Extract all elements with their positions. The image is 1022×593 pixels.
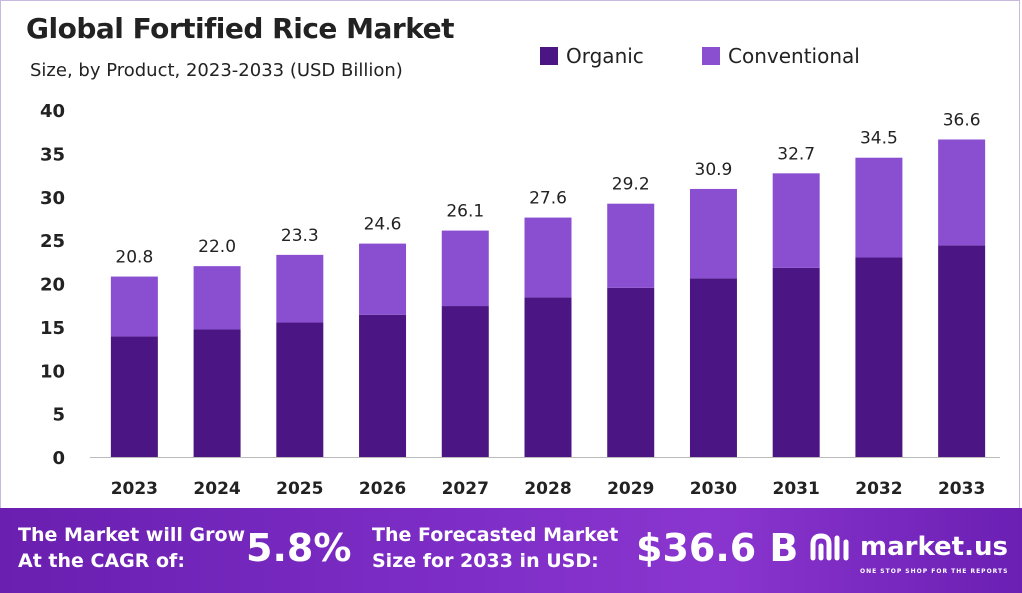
cagr-label-line2: At the CAGR of: xyxy=(18,550,185,572)
x-tick-label-2030: 2030 xyxy=(690,479,737,499)
data-label-total-2025: 23.3 xyxy=(281,226,319,246)
cagr-label-line1: The Market will Grow xyxy=(18,524,246,546)
bar-organic-2031 xyxy=(772,267,820,457)
bar-organic-2028 xyxy=(524,297,572,457)
legend-label-organic: Organic xyxy=(566,44,644,68)
bar-conventional-2027 xyxy=(441,230,489,307)
cagr-label: The Market will Grow At the CAGR of: xyxy=(18,522,248,574)
data-label-total-2024: 22.0 xyxy=(198,237,236,257)
bar-conventional-2031 xyxy=(772,173,820,268)
data-label-total-2029: 29.2 xyxy=(612,175,650,195)
chart-title: Global Fortified Rice Market xyxy=(26,12,454,45)
y-tick-label: 5 xyxy=(52,405,65,426)
x-tick-label-2026: 2026 xyxy=(359,479,406,499)
bar-conventional-2032 xyxy=(855,157,903,258)
bar-organic-2030 xyxy=(689,278,737,457)
x-tick-label-2024: 2024 xyxy=(193,479,240,499)
bar-conventional-2023 xyxy=(110,276,158,337)
legend-swatch-conventional xyxy=(702,47,720,65)
bar-organic-2025 xyxy=(276,322,324,457)
data-label-total-2031: 32.7 xyxy=(777,144,815,164)
data-label-total-2027: 26.1 xyxy=(446,202,484,222)
y-tick-label: 25 xyxy=(40,231,65,252)
forecast-label-line1: The Forecasted Market xyxy=(372,524,619,546)
bar-organic-2033 xyxy=(938,245,986,457)
brand: market.us xyxy=(810,532,1008,562)
forecast-value: $36.6 B xyxy=(636,526,799,570)
brand-name: market.us xyxy=(860,532,1008,562)
x-tick-label-2029: 2029 xyxy=(607,479,654,499)
data-label-total-2028: 27.6 xyxy=(529,189,567,209)
x-tick-label-2032: 2032 xyxy=(855,479,902,499)
market-us-logo-icon xyxy=(810,533,849,561)
forecast-label-line2: Size for 2033 in USD: xyxy=(372,550,599,572)
bar-conventional-2033 xyxy=(938,139,986,246)
legend-swatch-organic xyxy=(540,47,558,65)
bar-chart: 051015202530354020.8202322.0202423.32025… xyxy=(40,101,1000,499)
bar-conventional-2025 xyxy=(276,254,324,323)
forecast-label: The Forecasted Market Size for 2033 in U… xyxy=(372,522,632,574)
bar-organic-2024 xyxy=(193,329,241,457)
y-tick-label: 40 xyxy=(40,101,65,122)
bar-conventional-2029 xyxy=(607,203,655,288)
chart-frame xyxy=(0,0,1020,508)
x-tick-label-2023: 2023 xyxy=(111,479,158,499)
x-tick-label-2031: 2031 xyxy=(773,479,820,499)
legend-item-organic: Organic xyxy=(540,44,644,68)
bar-organic-2032 xyxy=(855,257,903,457)
x-tick-label-2027: 2027 xyxy=(442,479,489,499)
data-label-total-2026: 24.6 xyxy=(364,215,402,235)
y-tick-label: 10 xyxy=(40,361,65,382)
brand-tagline: ONE STOP SHOP FOR THE REPORTS xyxy=(860,568,1009,575)
bar-organic-2023 xyxy=(110,336,158,457)
x-tick-label-2033: 2033 xyxy=(938,479,985,499)
data-label-total-2033: 36.6 xyxy=(943,110,981,130)
bar-conventional-2028 xyxy=(524,217,572,298)
y-tick-label: 20 xyxy=(40,275,65,296)
data-label-total-2032: 34.5 xyxy=(860,129,898,149)
legend-item-conventional: Conventional xyxy=(702,44,860,68)
cagr-value: 5.8% xyxy=(246,526,352,570)
legend-label-conventional: Conventional xyxy=(728,44,860,68)
footer-banner: The Market will Grow At the CAGR of: 5.8… xyxy=(0,508,1022,593)
x-tick-label-2028: 2028 xyxy=(524,479,571,499)
bar-organic-2029 xyxy=(607,287,655,457)
bar-conventional-2026 xyxy=(359,243,407,315)
bar-organic-2026 xyxy=(359,314,407,457)
chart-subtitle: Size, by Product, 2023-2033 (USD Billion… xyxy=(30,60,403,81)
y-tick-label: 35 xyxy=(40,144,65,165)
y-tick-label: 15 xyxy=(40,318,65,339)
bar-conventional-2024 xyxy=(193,266,241,330)
data-label-total-2030: 30.9 xyxy=(695,160,733,180)
data-label-total-2023: 20.8 xyxy=(115,248,153,268)
x-tick-label-2025: 2025 xyxy=(276,479,323,499)
y-tick-label: 30 xyxy=(40,188,65,209)
bar-organic-2027 xyxy=(441,306,489,457)
bar-conventional-2030 xyxy=(689,188,737,279)
y-tick-label: 0 xyxy=(52,448,65,469)
